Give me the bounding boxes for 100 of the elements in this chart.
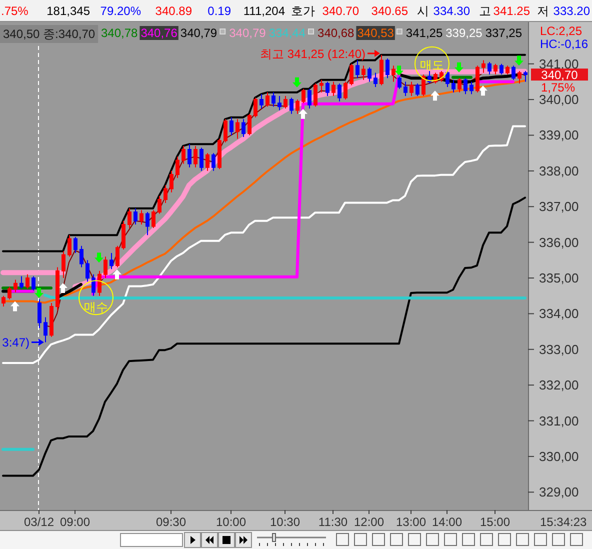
line-series xyxy=(2,196,526,477)
point xyxy=(58,282,68,293)
candlestick xyxy=(464,78,468,95)
candlestick xyxy=(494,63,498,76)
candlestick xyxy=(416,82,420,96)
candlestick xyxy=(350,63,354,86)
candlestick xyxy=(20,276,24,290)
candlestick xyxy=(332,81,336,96)
y-tick-label: 339,00 xyxy=(539,128,579,143)
text: 저 xyxy=(537,4,549,18)
x-tick-label: 10:30 xyxy=(270,515,300,529)
x-tick-label: 14:00 xyxy=(432,515,462,529)
candlestick xyxy=(482,60,486,74)
annotation: 매도 xyxy=(420,58,444,72)
text: 340.65 xyxy=(371,4,408,18)
candlestick xyxy=(140,210,144,225)
candlestick xyxy=(392,65,396,82)
x-tick-label: 09:30 xyxy=(156,515,186,529)
x-tick-label: 09:00 xyxy=(60,515,90,529)
y-tick-label: 337,00 xyxy=(539,199,579,214)
point xyxy=(430,90,440,101)
candlestick xyxy=(44,316,48,343)
text: 고 xyxy=(479,4,491,18)
candlestick xyxy=(314,82,318,108)
candlestick xyxy=(248,113,252,136)
candlestick xyxy=(458,78,462,93)
candlestick xyxy=(98,270,102,296)
point xyxy=(94,252,104,263)
candlestick xyxy=(488,62,492,76)
candlestick xyxy=(266,92,270,108)
candlestick xyxy=(446,70,450,88)
candlestick xyxy=(284,95,288,109)
text: 시 xyxy=(417,4,429,18)
candlestick xyxy=(104,256,108,278)
y-tick-label: 331,00 xyxy=(539,413,579,428)
candlestick xyxy=(476,65,480,93)
text: 334.30 xyxy=(433,4,470,18)
candlestick xyxy=(386,58,390,79)
candlestick xyxy=(110,252,114,270)
legend: 340,78 340,76 340,79 340,79 334,44 340,68 340,53 341,25 339,25 337,25 xyxy=(101,26,522,40)
candlestick xyxy=(302,88,306,104)
candlestick xyxy=(404,81,408,96)
candlestick xyxy=(56,266,60,311)
candlestick xyxy=(368,66,372,82)
candlestick xyxy=(254,97,258,118)
candlestick xyxy=(356,60,360,79)
candlestick xyxy=(374,72,378,88)
candlestick xyxy=(146,211,150,236)
candlestick xyxy=(164,184,168,204)
candlestick xyxy=(230,116,234,136)
candlestick xyxy=(80,245,84,268)
candlestick xyxy=(470,81,474,95)
text: LC:2,25 xyxy=(540,24,582,38)
candlestick xyxy=(86,260,90,282)
candlestick xyxy=(32,276,36,291)
candlestick xyxy=(182,145,186,164)
candlestick xyxy=(116,245,120,268)
candlestick xyxy=(278,95,282,111)
text: 호가 xyxy=(291,4,315,18)
candlestick xyxy=(380,54,384,86)
text: 79.20% xyxy=(100,4,142,18)
candlestick xyxy=(362,65,366,80)
text: 333.20 xyxy=(553,4,590,18)
y-tick-label: 332,00 xyxy=(539,378,579,393)
candlestick xyxy=(152,210,156,229)
candlestick xyxy=(338,82,342,102)
text: 111,204 xyxy=(243,4,286,18)
candlestick xyxy=(176,156,180,179)
annotation: 최고 341,25 (12:40) xyxy=(260,46,366,61)
candlestick xyxy=(296,99,300,114)
candlestick xyxy=(14,279,18,293)
point xyxy=(292,77,302,88)
point xyxy=(478,86,488,96)
candlestick xyxy=(62,250,66,278)
point xyxy=(112,269,122,280)
y-tick-label: 335,00 xyxy=(539,270,579,286)
point xyxy=(394,66,404,76)
annotation: 3:47) xyxy=(2,336,30,350)
x-tick-label: 15:00 xyxy=(480,515,510,529)
candlestick xyxy=(158,195,162,214)
candlestick xyxy=(26,274,30,290)
candlestick xyxy=(212,152,216,172)
text: 0.19 xyxy=(208,4,232,18)
text: 340.89 xyxy=(155,4,192,18)
candlestick xyxy=(188,144,192,168)
candlestick xyxy=(512,65,516,80)
candlestick xyxy=(422,74,426,96)
candlestick xyxy=(524,70,528,82)
candlestick xyxy=(122,220,126,250)
y-tick-label: 340,00 xyxy=(539,92,579,108)
candlestick xyxy=(194,145,198,168)
text: 341.25 xyxy=(493,4,530,18)
text: .75% xyxy=(1,4,29,18)
candlestick xyxy=(170,170,174,193)
candlestick xyxy=(8,286,12,300)
x-tick-label: 10:00 xyxy=(216,515,246,529)
candlestick xyxy=(500,63,504,76)
annotation: 매수 xyxy=(84,300,108,314)
candlestick xyxy=(92,274,96,296)
candlestick xyxy=(260,94,264,109)
